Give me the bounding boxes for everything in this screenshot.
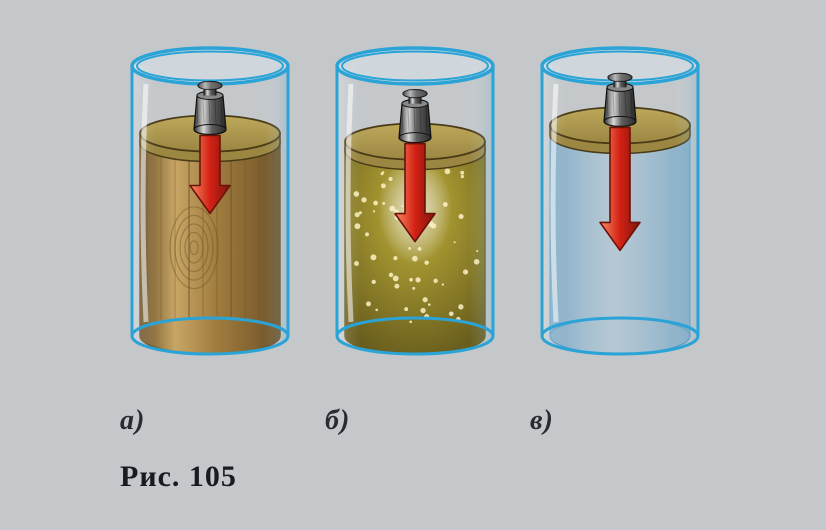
- beaker-b: [325, 40, 505, 360]
- beaker-svg: [325, 40, 505, 360]
- label-a: а): [120, 405, 300, 437]
- beaker-svg: [120, 40, 300, 360]
- beaker-c: [530, 40, 710, 360]
- figure-caption: Рис. 105: [120, 460, 237, 494]
- physics-figure: [120, 40, 710, 400]
- labels-row: а) б) в): [120, 405, 710, 437]
- beaker-svg: [530, 40, 710, 360]
- label-b: б): [325, 405, 505, 437]
- beaker-a: [120, 40, 300, 360]
- label-c: в): [530, 405, 710, 437]
